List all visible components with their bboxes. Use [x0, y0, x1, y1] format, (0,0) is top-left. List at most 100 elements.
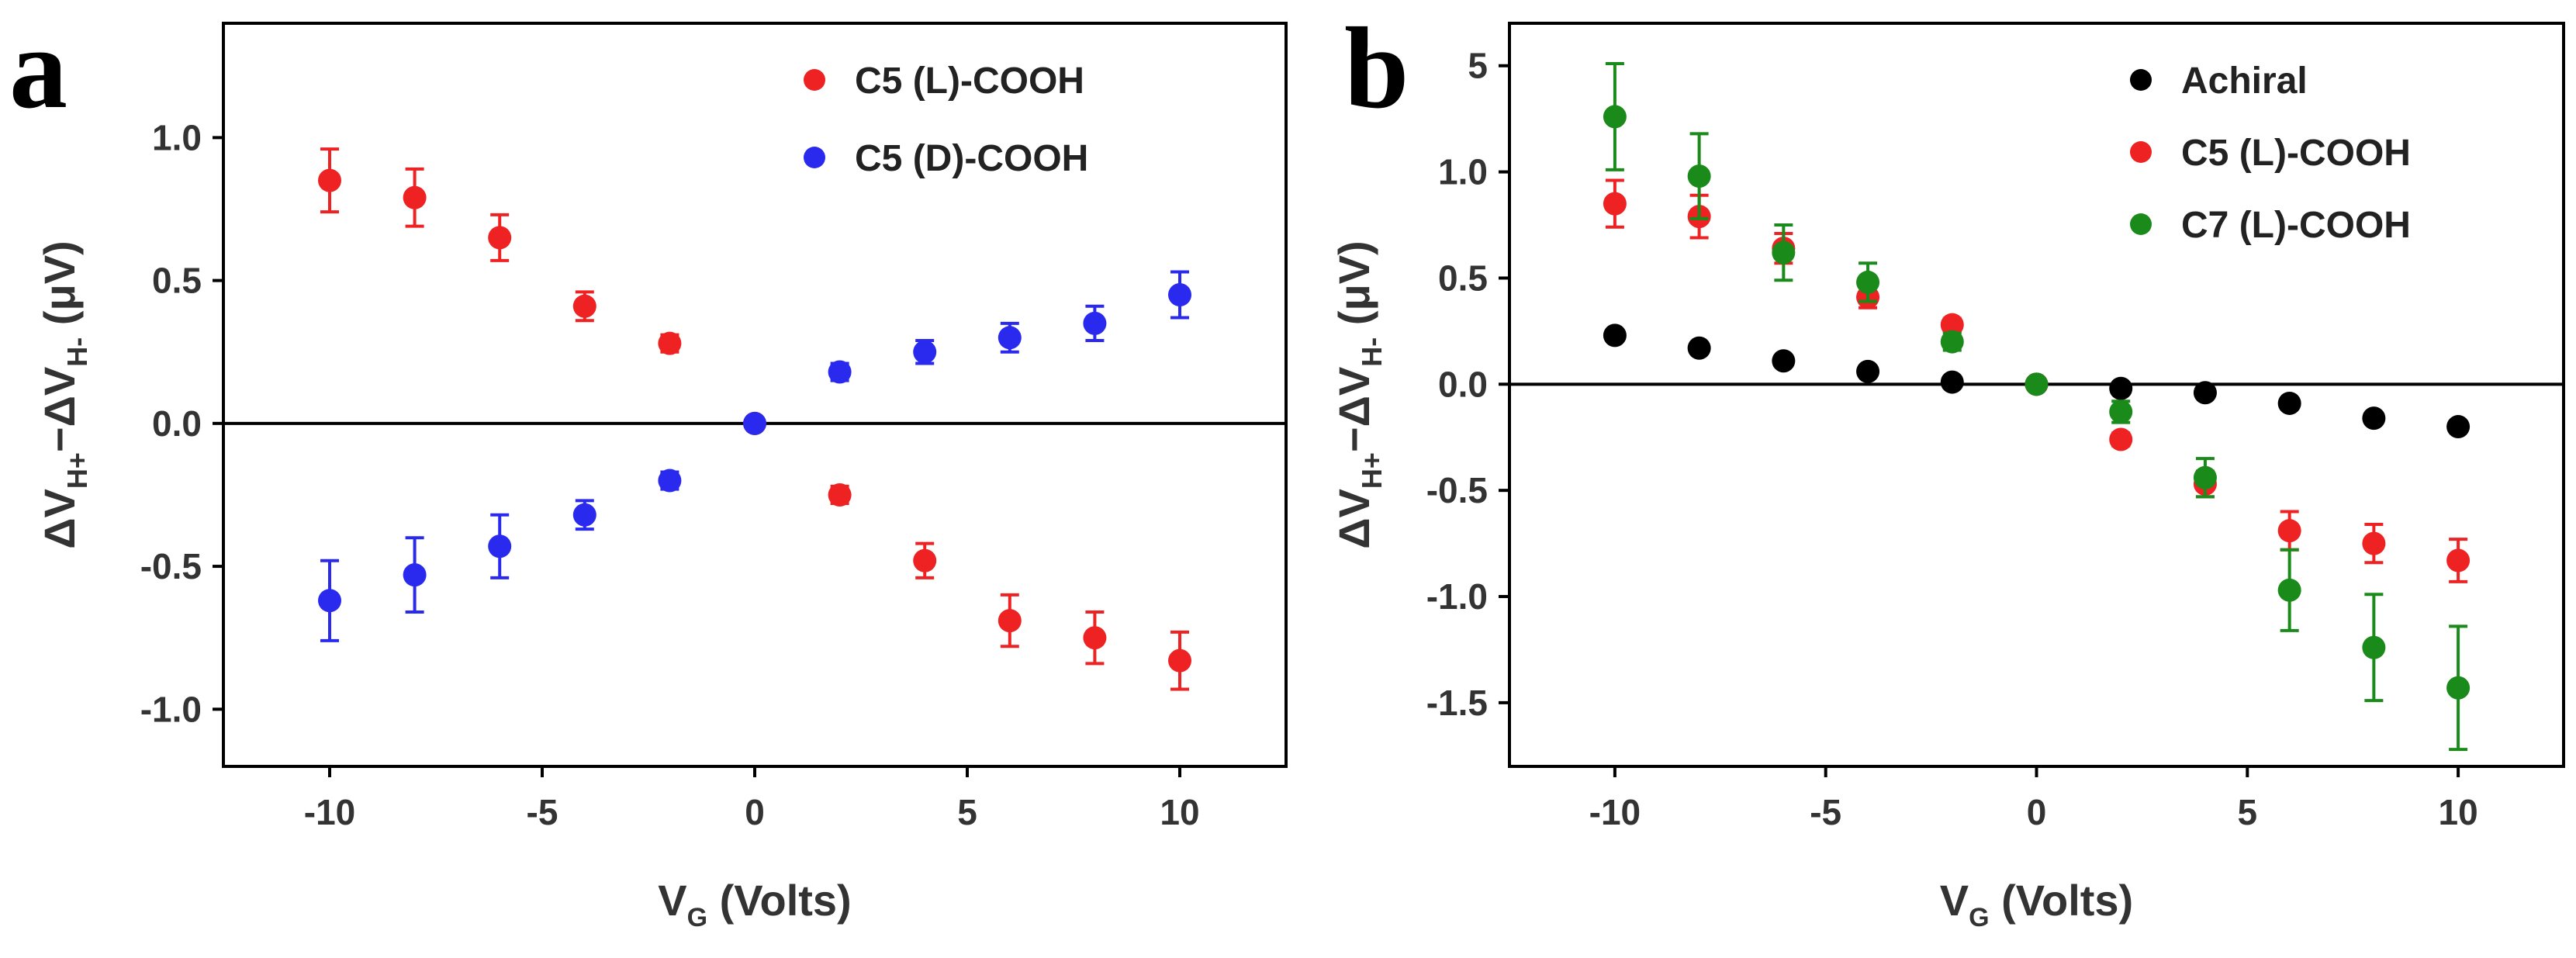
x-tick-label: 0 [2027, 792, 2047, 832]
data-point [1168, 283, 1191, 307]
x-tick-label: -10 [1589, 792, 1641, 832]
data-point [488, 534, 512, 559]
data-point [1940, 330, 1964, 354]
data-point [1603, 105, 1627, 129]
data-point [572, 294, 596, 318]
legend-label: C7 (L)-COOH [2181, 205, 2411, 246]
data-point [1168, 648, 1191, 673]
legend-marker [804, 147, 825, 168]
y-axis-label-part: ΔV [1329, 489, 1378, 549]
series-achiral [1603, 323, 2471, 439]
x-axis-label: VG (Volts) [1940, 876, 2133, 932]
data-point [572, 503, 596, 527]
chart-panel-b: -10 -5 0 5 10 -1.5 -1.0 -0.5 0.0 0.5 1.0 5 VG (Volts… [1329, 22, 2565, 932]
x-tick-label: 0 [745, 792, 765, 832]
x-tick-label: -10 [304, 792, 355, 832]
x-tick-label: -5 [1810, 792, 1841, 832]
y-tick-label: 0.5 [152, 261, 202, 301]
y-tick-label: -0.5 [140, 546, 202, 586]
y-axis-label: ΔVH+−ΔVH- (μV) [1329, 240, 1388, 548]
data-point [1603, 192, 1627, 216]
data-point [1083, 311, 1107, 335]
y-tick-label: -1.5 [1426, 683, 1488, 723]
x-axis-label-subscript: G [1969, 903, 1989, 932]
y-axis-label-part: H- [1356, 337, 1388, 367]
data-point [913, 548, 937, 572]
y-tick-label: 0.5 [1438, 258, 1488, 298]
data-point [2193, 465, 2217, 489]
data-point [2362, 531, 2386, 555]
data-point [2446, 676, 2471, 700]
legend-label: Achiral [2181, 61, 2308, 102]
data-point [488, 226, 512, 250]
data-point [2109, 427, 2133, 451]
legend-label: C5 (D)-COOH [855, 138, 1088, 179]
y-axis-label: ΔVH+−ΔVH- (μV) [35, 240, 93, 548]
data-point [2277, 578, 2301, 602]
chart-panel-a: -10 -5 0 5 10 -1.0 -0.5 0.0 0.5 1.0 VG (Volts) ΔVH+… [35, 22, 1288, 932]
series-c7-l-cooh [1603, 62, 2471, 752]
data-point [1083, 626, 1107, 650]
legend-label: C5 (L)-COOH [855, 61, 1084, 102]
x-tick-label: 10 [2439, 792, 2478, 832]
data-point [2109, 399, 2133, 424]
y-tick-label: 1.0 [152, 117, 202, 157]
y-axis-label-part: −ΔV [35, 367, 84, 452]
series-c5-d-cooh [318, 270, 1191, 642]
x-axis-label-unit: (Volts) [1990, 876, 2134, 925]
legend-marker [2130, 69, 2152, 91]
panel-b-letter: b [1344, 4, 1409, 133]
y-axis-label-part: H+ [1356, 452, 1388, 489]
data-point [2193, 381, 2217, 405]
legend: C5 (L)-COOH C5 (D)-COOH [804, 61, 1088, 179]
y-tick-label: 5 [1468, 46, 1488, 86]
x-axis-label: VG (Volts) [658, 876, 851, 932]
data-point [828, 482, 852, 507]
data-point [658, 331, 682, 355]
x-axis-label-subscript: G [687, 903, 707, 932]
y-axis-label-part: (μV) [35, 240, 84, 337]
data-point [2109, 376, 2133, 400]
data-point [828, 360, 852, 384]
data-point [1856, 359, 1880, 383]
y-tick-label: -1.0 [1426, 576, 1488, 617]
x-axis-label-main: V [1940, 876, 1969, 925]
y-tick-label: -0.5 [1426, 470, 1488, 510]
data-point [998, 609, 1022, 633]
data-point [2277, 519, 2301, 543]
y-axis-label-part: (μV) [1329, 240, 1378, 337]
y-tick-label: 0.0 [152, 403, 202, 444]
x-tick-label: 5 [2238, 792, 2258, 832]
legend-marker [804, 69, 825, 91]
series-c5-l-cooh [318, 147, 1191, 691]
data-point [1603, 323, 1627, 348]
data-point [1940, 313, 1964, 337]
data-point [403, 185, 427, 209]
data-point [1687, 336, 1711, 360]
y-axis-label-part: H- [61, 337, 93, 367]
x-tick-label: 10 [1160, 792, 1199, 832]
y-axis-label-part: ΔV [35, 489, 84, 549]
data-point [2446, 415, 2471, 439]
data-point [998, 326, 1022, 350]
data-point [318, 168, 341, 192]
data-point [1772, 240, 1796, 265]
data-point [403, 563, 427, 587]
data-point [913, 340, 937, 364]
x-tick-label: -5 [527, 792, 558, 832]
x-tick-label: 5 [957, 792, 977, 832]
data-point [318, 589, 341, 613]
legend-marker [2130, 213, 2152, 235]
legend-marker [2130, 141, 2152, 163]
x-axis-label-unit: (Volts) [707, 876, 852, 925]
y-tick-label: -1.0 [140, 689, 202, 729]
y-tick-label: 1.0 [1438, 152, 1488, 192]
data-point [2362, 635, 2386, 659]
y-tick-label: 0.0 [1438, 364, 1488, 404]
data-point [1940, 370, 1964, 394]
data-point [1772, 349, 1796, 373]
legend: Achiral C5 (L)-COOH C7 (L)-COOH [2130, 61, 2411, 246]
data-point [2277, 391, 2301, 415]
panel-a-letter: a [9, 4, 67, 133]
